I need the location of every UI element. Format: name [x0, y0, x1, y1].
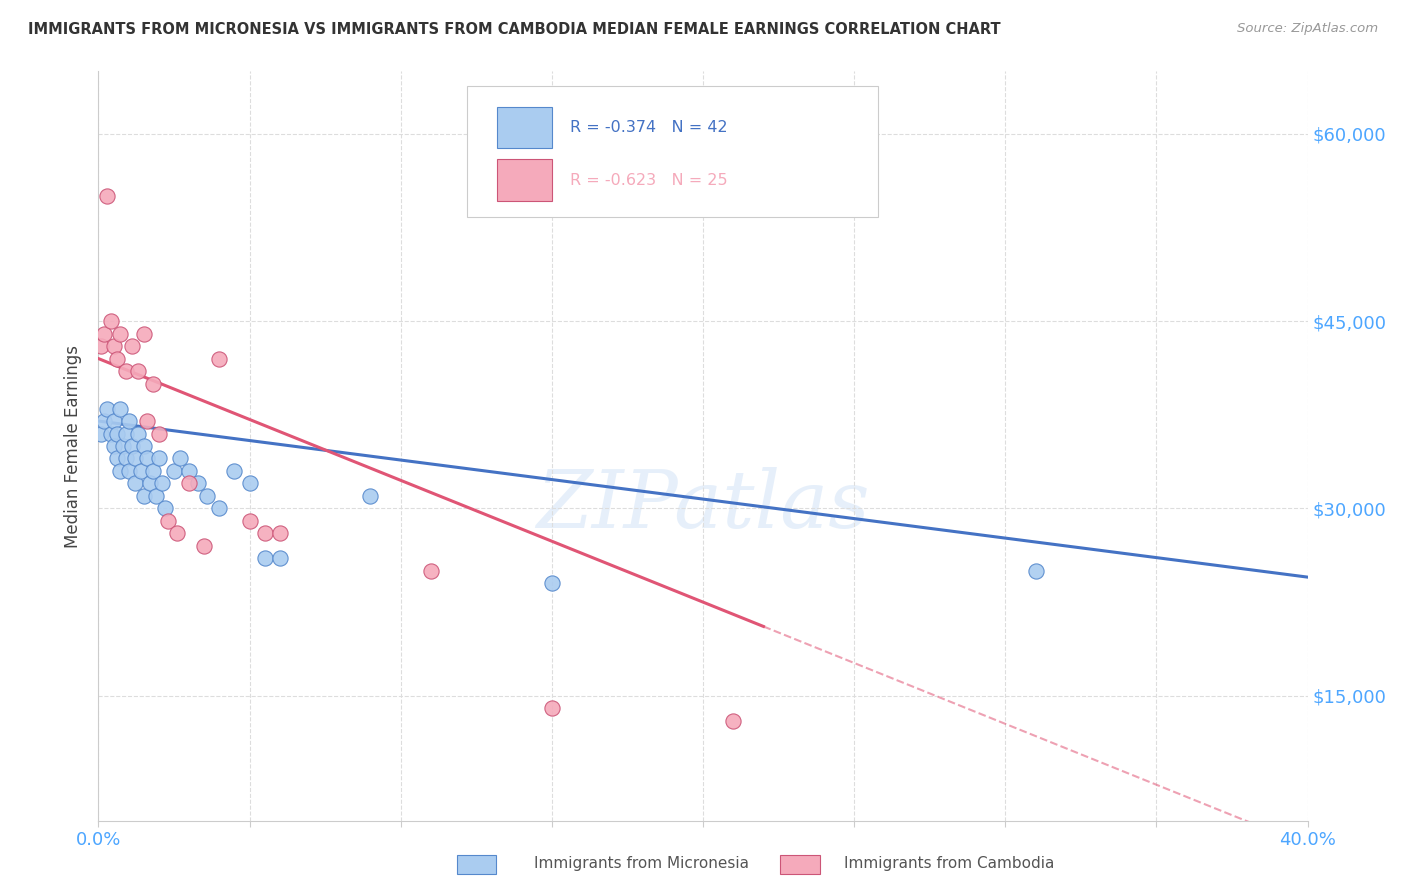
Point — [132, 439, 155, 453]
Point — [121, 439, 143, 453]
Point — [129, 464, 152, 478]
Point — [145, 489, 167, 503]
Point — [208, 351, 231, 366]
Point — [93, 326, 115, 341]
Point — [118, 414, 141, 428]
Point — [150, 476, 173, 491]
Point — [114, 451, 136, 466]
Point — [142, 376, 165, 391]
Point — [90, 426, 112, 441]
Point — [124, 476, 146, 491]
Text: Immigrants from Cambodia: Immigrants from Cambodia — [844, 856, 1054, 871]
Point — [105, 426, 128, 441]
Point — [127, 364, 149, 378]
Point — [269, 551, 291, 566]
Point — [96, 189, 118, 203]
Point — [108, 464, 131, 478]
Point — [111, 439, 134, 453]
Text: Source: ZipAtlas.com: Source: ZipAtlas.com — [1237, 22, 1378, 36]
Point — [187, 476, 209, 491]
Point — [239, 476, 262, 491]
Point — [100, 314, 122, 328]
Point — [108, 401, 131, 416]
Point — [118, 464, 141, 478]
Point — [540, 701, 562, 715]
Point — [139, 476, 162, 491]
Point — [105, 351, 128, 366]
Point — [540, 576, 562, 591]
Point — [142, 464, 165, 478]
Point — [253, 526, 276, 541]
Text: Immigrants from Micronesia: Immigrants from Micronesia — [534, 856, 749, 871]
Point — [166, 526, 188, 541]
Point — [169, 451, 191, 466]
Point — [163, 464, 186, 478]
Point — [121, 339, 143, 353]
Point — [132, 326, 155, 341]
Point — [127, 426, 149, 441]
Point — [100, 426, 122, 441]
Point — [148, 426, 170, 441]
Point — [114, 364, 136, 378]
Point — [153, 501, 176, 516]
Point — [114, 426, 136, 441]
Point — [195, 489, 218, 503]
Point — [723, 714, 745, 728]
Point — [124, 451, 146, 466]
FancyBboxPatch shape — [498, 160, 551, 201]
Text: R = -0.374   N = 42: R = -0.374 N = 42 — [569, 120, 728, 135]
Text: R = -0.623   N = 25: R = -0.623 N = 25 — [569, 172, 728, 187]
Point — [103, 439, 125, 453]
Point — [108, 326, 131, 341]
Point — [135, 451, 157, 466]
Point — [269, 526, 291, 541]
FancyBboxPatch shape — [467, 87, 879, 218]
Point — [148, 451, 170, 466]
Y-axis label: Median Female Earnings: Median Female Earnings — [65, 344, 83, 548]
Point — [156, 514, 179, 528]
Point — [135, 414, 157, 428]
FancyBboxPatch shape — [498, 107, 551, 148]
Point — [93, 414, 115, 428]
Point — [103, 339, 125, 353]
Point — [224, 464, 246, 478]
Point — [253, 551, 276, 566]
Point — [208, 501, 231, 516]
Point — [105, 451, 128, 466]
Point — [103, 414, 125, 428]
Point — [360, 489, 382, 503]
Point — [90, 339, 112, 353]
Point — [193, 539, 215, 553]
Point — [179, 476, 201, 491]
Point — [420, 564, 443, 578]
Point — [239, 514, 262, 528]
Text: IMMIGRANTS FROM MICRONESIA VS IMMIGRANTS FROM CAMBODIA MEDIAN FEMALE EARNINGS CO: IMMIGRANTS FROM MICRONESIA VS IMMIGRANTS… — [28, 22, 1001, 37]
Point — [179, 464, 201, 478]
Point — [96, 401, 118, 416]
Point — [132, 489, 155, 503]
Text: ZIPatlas: ZIPatlas — [536, 467, 870, 545]
Point — [1024, 564, 1046, 578]
